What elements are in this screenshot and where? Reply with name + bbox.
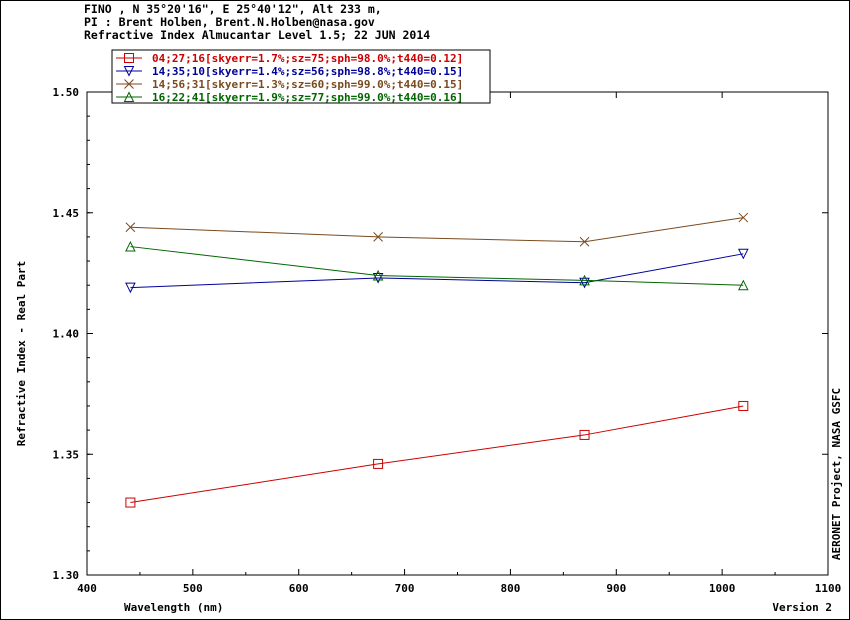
y-axis-label: Refractive Index - Real Part	[15, 261, 28, 446]
series-2-point	[579, 277, 590, 289]
series-4-point	[738, 279, 749, 291]
series-line-4	[130, 246, 744, 286]
x-tick-label: 600	[289, 582, 309, 595]
series-3-point	[373, 232, 383, 242]
series-1-point	[738, 400, 749, 411]
series-2-point	[738, 248, 749, 260]
series-line-2	[130, 253, 744, 289]
x-tick-label: 400	[77, 582, 97, 595]
series-4-point	[372, 269, 384, 281]
series-2-point	[125, 282, 136, 294]
plot-area	[86, 91, 829, 576]
y-tick-label: 1.35	[53, 448, 80, 461]
series-1-point	[579, 429, 590, 440]
x-tick-label: 500	[183, 582, 203, 595]
series-3-point	[125, 222, 136, 233]
series-1-point	[125, 497, 136, 508]
y-tick-label: 1.45	[53, 207, 80, 220]
legend-label-3: 14;56;31[skyerr=1.3%;sz=60;sph=99.0%;t44…	[152, 78, 463, 91]
header-pi: PI : Brent Holben, Brent.N.Holben@nasa.g…	[84, 15, 375, 29]
legend-label-1: 04;27;16[skyerr=1.7%;sz=75;sph=98.0%;t44…	[152, 52, 463, 65]
series-1-point	[373, 458, 384, 469]
legend-marker-1	[124, 53, 134, 63]
series-line-3	[130, 217, 744, 243]
legend-marker-4	[123, 91, 135, 102]
y-tick-label: 1.40	[53, 328, 80, 341]
series-3-point	[579, 236, 590, 247]
series-4-point	[125, 240, 136, 252]
series-line-1	[130, 405, 744, 504]
y-tick-label: 1.50	[53, 86, 80, 99]
series-3-point	[738, 212, 749, 223]
y-tick-label: 1.30	[53, 569, 80, 582]
x-tick-label: 1000	[709, 582, 736, 595]
x-tick-label: 900	[606, 582, 626, 595]
x-tick-label: 700	[395, 582, 415, 595]
header-site: FINO , N 35°20'16", E 25°40'12", Alt 233…	[84, 2, 382, 16]
series-4-point	[579, 274, 590, 286]
legend-box	[111, 49, 491, 104]
x-axis-label: Wavelength (nm)	[124, 601, 223, 614]
legend-marker-2	[123, 66, 135, 77]
legend-marker-3	[124, 79, 134, 89]
series-2-point	[372, 272, 384, 284]
legend-label-4: 16;22;41[skyerr=1.9%;sz=77;sph=99.0%;t44…	[152, 91, 463, 104]
x-tick-label: 1100	[815, 582, 842, 595]
legend-label-2: 14;35;10[skyerr=1.4%;sz=56;sph=98.8%;t44…	[152, 65, 463, 78]
version-label: Version 2	[772, 601, 832, 614]
credit-label: AERONET Project, NASA GSFC	[830, 388, 843, 560]
x-tick-label: 800	[500, 582, 520, 595]
header-title: Refractive Index Almucantar Level 1.5; 2…	[84, 28, 431, 42]
